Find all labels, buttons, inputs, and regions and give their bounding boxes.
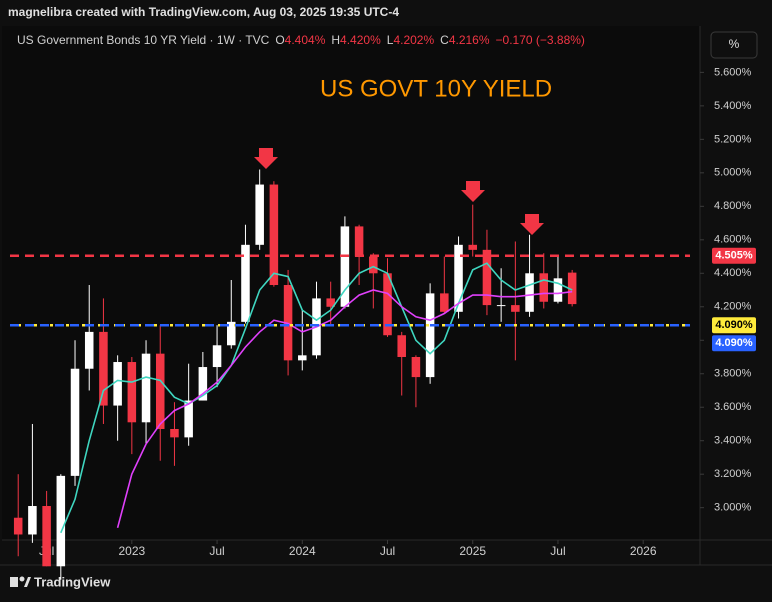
legend-key: C <box>440 33 449 47</box>
x-tick-label: Jul <box>380 544 395 558</box>
level-label: 4.090% <box>715 337 753 349</box>
candle-body <box>440 293 449 312</box>
level-label-box <box>712 335 756 352</box>
level-label: 4.505% <box>715 250 753 262</box>
y-tick-label: 5.200% <box>714 133 752 145</box>
ma-line <box>116 289 573 529</box>
level-label: 4.090% <box>715 319 753 331</box>
candle-body <box>482 249 492 306</box>
y-tick-label: 5.000% <box>714 167 752 179</box>
candle-body <box>411 357 421 378</box>
x-tick-label: Jul <box>550 544 565 558</box>
candle-body <box>354 226 364 257</box>
candle-body <box>326 298 335 307</box>
arrow-annotation <box>461 181 485 202</box>
footer-logo <box>10 576 31 587</box>
candle-body <box>155 353 165 429</box>
candle-body <box>511 305 520 312</box>
y-tick-label: 4.600% <box>714 234 752 246</box>
candle-body <box>127 362 137 423</box>
legend-value: 4.420% <box>340 33 381 47</box>
candle-body <box>13 517 23 535</box>
candle-body <box>468 244 477 250</box>
level-label-box <box>712 317 756 334</box>
logo-shape <box>10 577 18 587</box>
x-tick-label: Jul <box>209 544 224 558</box>
candle-body <box>99 331 108 406</box>
x-tick-label: 2025 <box>459 544 486 558</box>
candle-body <box>269 184 279 286</box>
candle-body <box>212 345 222 368</box>
candle-body <box>553 278 563 302</box>
logo-shape <box>19 576 25 582</box>
y-tick-label: 5.400% <box>714 100 752 112</box>
legend-value: 4.404% <box>285 33 326 47</box>
candle-body <box>241 244 250 322</box>
level-label-box <box>712 247 756 264</box>
candle-body <box>170 428 179 438</box>
legend-value: 4.202% <box>393 33 434 47</box>
y-tick-label: 3.000% <box>714 502 752 514</box>
y-tick-label: 3.400% <box>714 435 752 447</box>
candle-body <box>28 506 37 535</box>
candle-body <box>383 273 392 336</box>
candle-body <box>340 226 350 307</box>
candle-body <box>397 335 406 358</box>
page-header: magnelibra created with TradingView.com,… <box>8 5 399 19</box>
candle-body <box>84 331 94 369</box>
candle-body <box>567 272 577 305</box>
legend-key: L <box>387 33 394 47</box>
candle-body <box>454 244 463 312</box>
legend-value: 4.216% <box>449 33 490 47</box>
arrow-annotation <box>254 148 278 169</box>
scale-button-label[interactable]: % <box>729 37 740 51</box>
candle-body <box>56 475 66 567</box>
legend-key: H <box>331 33 340 47</box>
logo-shape <box>24 577 31 587</box>
candle-body <box>198 367 208 401</box>
candle-body <box>525 273 534 312</box>
y-tick-label: 5.600% <box>714 66 752 78</box>
candle-body <box>42 506 51 567</box>
legend-key: O <box>275 33 284 47</box>
candle-body <box>369 256 378 274</box>
candle-body <box>255 184 264 245</box>
y-tick-label: 4.800% <box>714 200 752 212</box>
candle-body <box>184 400 193 438</box>
x-tick-label: 2023 <box>118 544 145 558</box>
chart-title: US GOVT 10Y YIELD <box>320 75 552 102</box>
candle-body <box>227 321 236 346</box>
legend-change: −0.170 (−3.88%) <box>496 33 585 47</box>
x-tick-label: 2026 <box>630 544 657 558</box>
y-tick-label: 3.600% <box>714 401 752 413</box>
candle-body <box>298 355 307 361</box>
legend-symbol: US Government Bonds 10 YR Yield · 1W · T… <box>17 33 270 47</box>
y-tick-label: 3.200% <box>714 468 752 480</box>
candle-body <box>425 293 435 378</box>
arrow-annotation <box>520 214 544 235</box>
candle-body <box>141 353 151 423</box>
x-tick-label: 2024 <box>289 544 316 558</box>
ma-line <box>60 262 573 534</box>
y-tick-label: 4.200% <box>714 301 752 313</box>
candle-body <box>496 305 506 307</box>
legend: US Government Bonds 10 YR Yield · 1W · T… <box>17 33 585 47</box>
scale-button[interactable] <box>710 31 758 59</box>
candle-body <box>70 368 80 476</box>
y-tick-label: 3.800% <box>714 368 752 380</box>
y-tick-label: 4.400% <box>714 267 752 279</box>
footer-brand: TradingView <box>34 574 111 589</box>
candle-body <box>539 273 549 302</box>
candle-body <box>113 362 122 406</box>
